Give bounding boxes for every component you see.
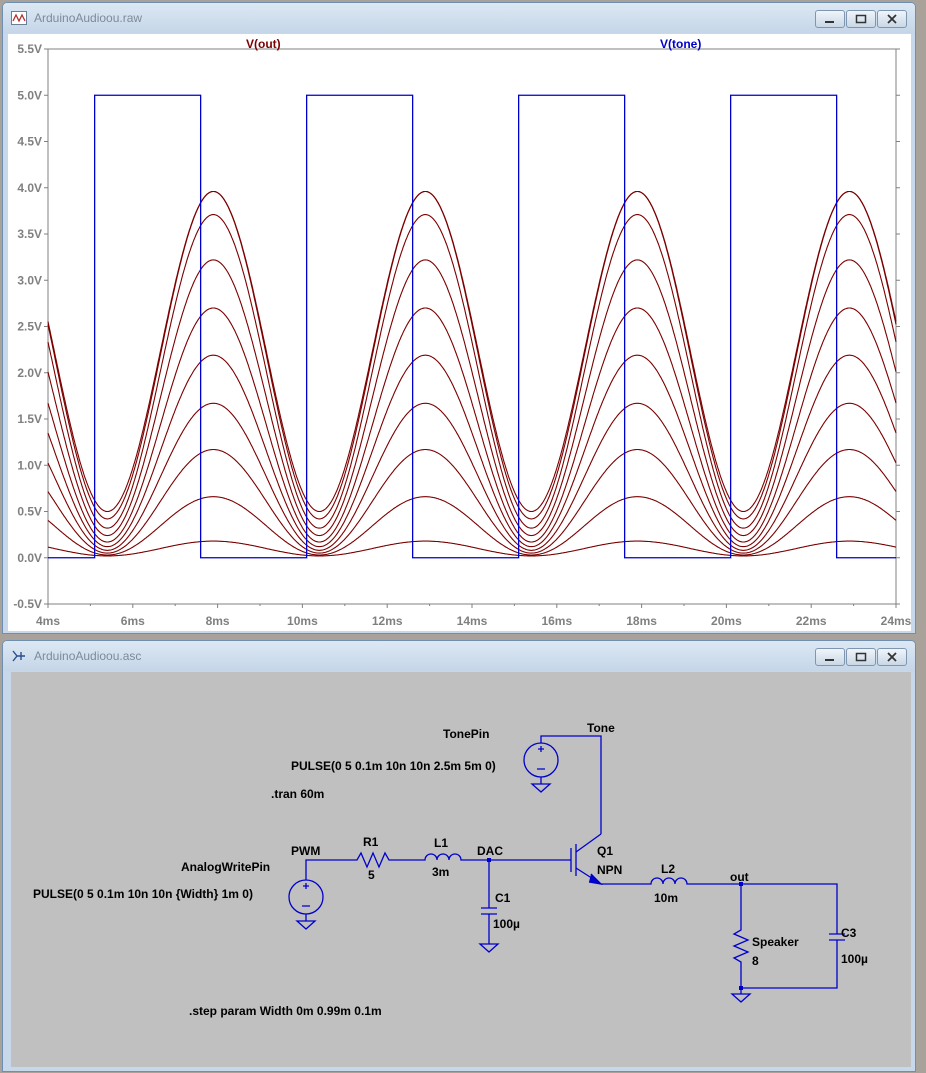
tone-net-label: Tone	[587, 721, 615, 735]
legend-vtone[interactable]: V(tone)	[660, 37, 701, 51]
x-tick-label: 16ms	[541, 614, 572, 628]
l2-value: 10m	[654, 891, 678, 905]
x-tick-label: 14ms	[457, 614, 488, 628]
schematic-window[interactable]: ArduinoAudioou.asc	[2, 640, 916, 1072]
speaker-value: 8	[752, 954, 759, 968]
capacitor-c1[interactable]	[478, 860, 500, 953]
pwm-voltage-source[interactable]	[288, 859, 351, 930]
y-tick-label: 3.0V	[17, 273, 42, 287]
waveform-window-title: ArduinoAudioou.raw	[34, 11, 143, 25]
y-tick-label: 0.5V	[17, 505, 42, 519]
tonepin-label: TonePin	[443, 727, 489, 741]
x-tick-label: 20ms	[711, 614, 742, 628]
y-tick-label: 1.5V	[17, 412, 42, 426]
waveform-plot[interactable]: -0.5V 0.0V 0.5V 1.0V 1.5V 2.0V 2.5V 3.0V 3.5V 4.0…	[8, 34, 911, 631]
step-directive: .step param Width 0m 0.99m 0.1m	[189, 1004, 382, 1018]
tone-pulse-label: PULSE(0 5 0.1m 10n 10n 2.5m 5m 0)	[291, 759, 496, 773]
c3-value: 100µ	[841, 952, 868, 966]
resistor-r1[interactable]	[351, 851, 421, 869]
y-tick-label: 4.5V	[17, 135, 42, 149]
y-tick-label: 2.5V	[17, 320, 42, 334]
x-tick-label: 8ms	[206, 614, 230, 628]
schematic-window-title: ArduinoAudioou.asc	[34, 649, 142, 663]
y-tick-label: 3.5V	[17, 227, 42, 241]
r1-value: 5	[368, 868, 375, 882]
close-button[interactable]	[877, 10, 907, 28]
c3-name: C3	[841, 926, 857, 940]
r1-name: R1	[363, 835, 379, 849]
l1-name: L1	[434, 836, 448, 850]
vout-trace	[47, 402, 897, 551]
dac-net-label: DAC	[477, 844, 503, 858]
vout-trace	[47, 190, 897, 513]
y-tick-label: 5.0V	[17, 88, 42, 102]
minimize-icon	[825, 21, 834, 23]
close-icon	[887, 14, 897, 24]
vout-trace	[47, 354, 897, 548]
q1-value: NPN	[597, 863, 622, 877]
restore-icon	[855, 14, 867, 24]
schematic-drawing[interactable]: TonePin PULSE(0 5 0.1m 10n 10n 2.5m 5m 0…	[11, 672, 911, 1067]
vout-trace	[47, 540, 897, 557]
l2-name: L2	[661, 862, 675, 876]
x-tick-label: 4ms	[36, 614, 60, 628]
minimize-button[interactable]	[815, 648, 845, 666]
schematic-canvas[interactable]: TonePin PULSE(0 5 0.1m 10n 10n 2.5m 5m 0…	[11, 672, 911, 1067]
restore-button[interactable]	[846, 648, 876, 666]
close-button[interactable]	[877, 648, 907, 666]
y-tick-label: 5.5V	[17, 42, 42, 56]
out-net-label: out	[730, 870, 749, 884]
minimize-icon	[825, 659, 834, 661]
x-tick-label: 10ms	[287, 614, 318, 628]
transistor-q1[interactable]	[570, 833, 647, 885]
vout-trace	[47, 214, 897, 529]
pwm-net-label: PWM	[291, 844, 320, 858]
waveform-window[interactable]: ArduinoAudioou.raw -0.5V 0.0V 0.5V 1.0V 1.5V…	[2, 2, 916, 634]
waveform-file-icon	[11, 11, 27, 25]
x-tick-label: 6ms	[121, 614, 145, 628]
speaker-resistor[interactable]	[730, 884, 752, 1003]
analogwritepin-label: AnalogWritePin	[181, 860, 270, 874]
tran-directive: .tran 60m	[271, 787, 324, 801]
x-tick-label: 18ms	[626, 614, 657, 628]
restore-icon	[855, 652, 867, 662]
x-tick-label: 12ms	[372, 614, 403, 628]
waveform-plot-area[interactable]: -0.5V 0.0V 0.5V 1.0V 1.5V 2.0V 2.5V 3.0V 3.5V 4.0…	[8, 34, 912, 631]
vtone-trace	[48, 94, 896, 559]
vout-trace	[47, 259, 897, 537]
q1-name: Q1	[597, 844, 613, 858]
y-tick-label: 4.0V	[17, 181, 42, 195]
y-tick-label: -0.5V	[13, 597, 42, 611]
vout-trace	[47, 307, 897, 543]
minimize-button[interactable]	[815, 10, 845, 28]
speaker-name: Speaker	[752, 935, 799, 949]
capacitor-c3[interactable]	[741, 933, 845, 989]
inductor-l2[interactable]	[647, 877, 741, 885]
inductor-l1[interactable]	[421, 853, 489, 861]
legend-vout[interactable]: V(out)	[246, 37, 281, 51]
x-tick-label: 22ms	[796, 614, 827, 628]
y-tick-label: 0.0V	[17, 551, 42, 565]
waveform-titlebar[interactable]: ArduinoAudioou.raw	[3, 3, 915, 33]
l1-value: 3m	[432, 865, 449, 879]
y-tick-label: 1.0V	[17, 458, 42, 472]
y-tick-label: 2.0V	[17, 366, 42, 380]
tone-voltage-source[interactable]	[523, 735, 602, 834]
schematic-file-icon	[12, 650, 25, 662]
vout-trace	[47, 496, 897, 556]
close-icon	[887, 652, 897, 662]
vout-trace	[47, 448, 897, 554]
restore-button[interactable]	[846, 10, 876, 28]
pwm-pulse-label: PULSE(0 5 0.1m 10n 10n {Width} 1m 0)	[33, 887, 253, 901]
x-tick-label: 24ms	[881, 614, 911, 628]
c1-name: C1	[495, 891, 511, 905]
schematic-titlebar[interactable]: ArduinoAudioou.asc	[3, 641, 915, 671]
c1-value: 100µ	[493, 917, 520, 931]
